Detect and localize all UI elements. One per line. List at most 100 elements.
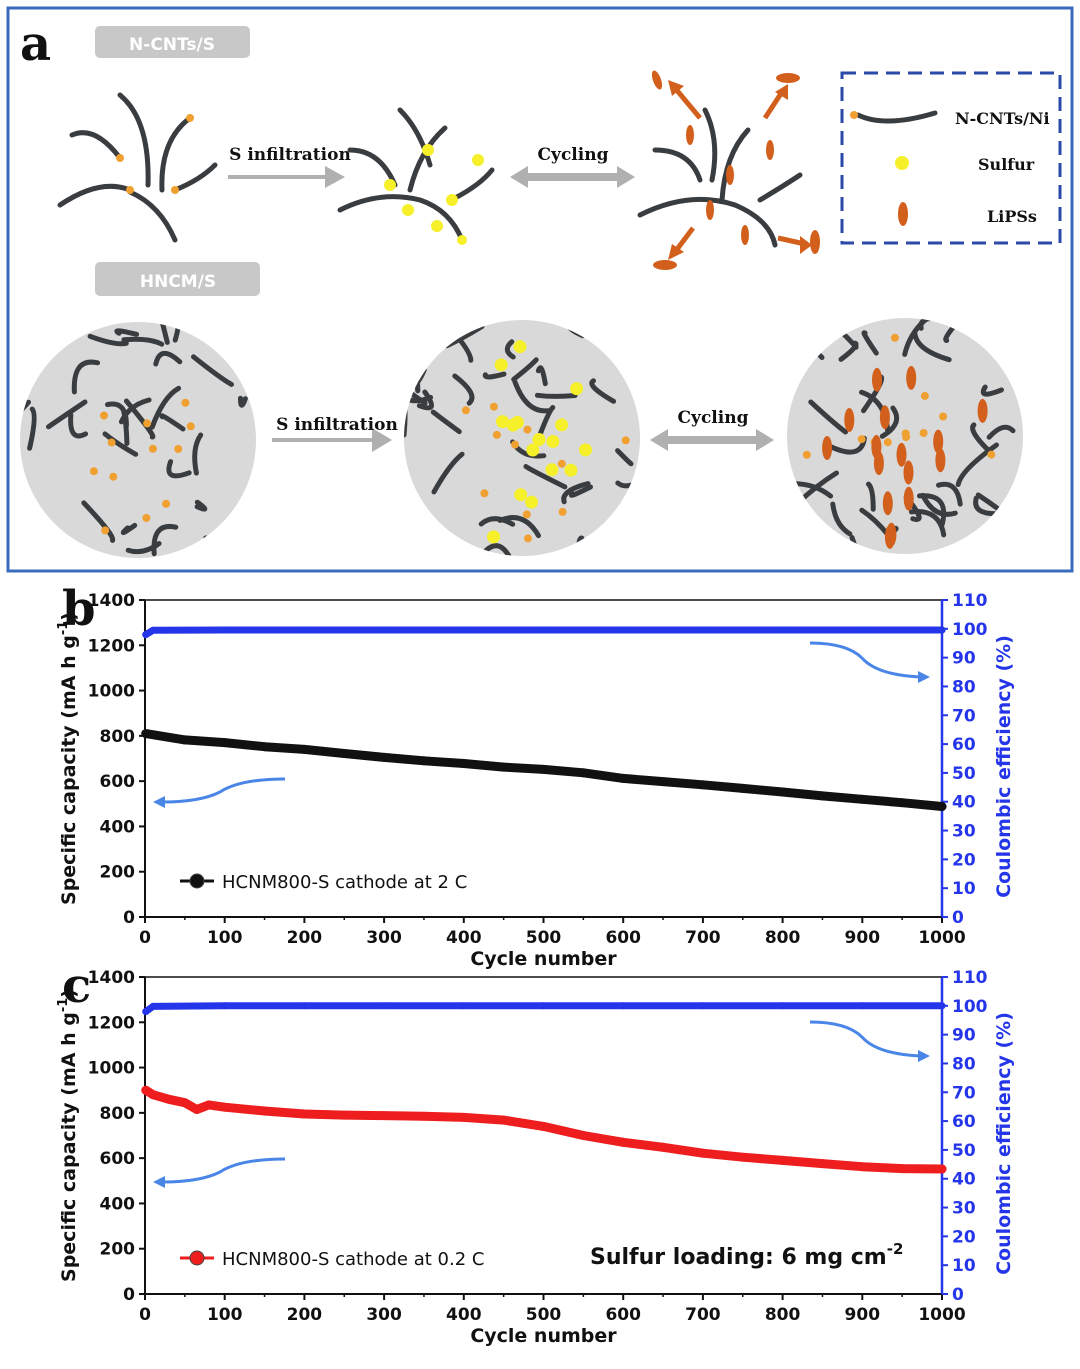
ni-tip-icon [101, 526, 110, 535]
lips-particles [822, 365, 988, 549]
chart-panel-c: c0 100 200 300 400 500 600 700 800 900 10000200400… [56, 958, 1015, 1347]
fiber-icon [404, 387, 434, 404]
x-tick-label: 700 [685, 1305, 721, 1325]
fiber-icon [238, 395, 248, 408]
lips-ellipse-icon [810, 230, 820, 254]
ni-tip-icon [524, 534, 532, 543]
x-tick-label: 900 [845, 1305, 881, 1325]
data-point [857, 794, 867, 804]
axis-pointer-arrows [162, 641, 921, 804]
x-tick-label: 1000 [918, 1305, 965, 1325]
data-point [141, 729, 151, 739]
y-tick-label: 400 [100, 817, 136, 837]
sulfur-dot-icon [895, 156, 909, 170]
x-tick-label: 400 [446, 1305, 482, 1325]
fiber-icon [589, 378, 617, 404]
sulfur-dot-icon [570, 382, 584, 396]
fiber-icon [166, 459, 192, 479]
data-point [738, 783, 748, 793]
data-point [339, 749, 349, 758]
sulfur-dot-icon [564, 463, 578, 477]
fiber-icon [702, 107, 718, 183]
ni-tip-icon [557, 459, 566, 468]
sulfur-particles [384, 144, 484, 245]
data-point [658, 777, 668, 787]
escape-arrow-icon [673, 86, 702, 120]
legend: HCNM800-S cathode at 0.2 C [180, 1249, 484, 1270]
fiber-icon [534, 392, 578, 399]
ni-tip-icon [171, 186, 179, 194]
data-point [221, 1002, 229, 1010]
fiber-icon [478, 516, 516, 527]
right-pointer-arrow-icon [809, 641, 921, 679]
lips-ellipse-icon [706, 200, 714, 220]
ni-tip-icon [162, 499, 171, 508]
y2-tick-label: 80 [952, 677, 976, 697]
y2-tick-label: 20 [952, 850, 976, 870]
data-point [658, 1142, 668, 1152]
data-point [618, 773, 628, 783]
data-point [857, 1162, 867, 1172]
fiber-icon [452, 167, 495, 201]
fiber-icon [57, 183, 133, 208]
panel-a-letter: a [20, 16, 51, 72]
sulfur-dot-icon [510, 415, 524, 429]
fiber-icon [511, 357, 539, 382]
y-tick-label: 200 [100, 1240, 136, 1260]
sulfur-dot-icon [546, 435, 560, 448]
fiber-icon [452, 373, 475, 406]
y2-tick-label: 90 [952, 649, 976, 669]
lips-ellipse-icon [884, 524, 895, 549]
lips-ellipse-icon [933, 429, 944, 454]
y2-tick-label: 40 [952, 1170, 976, 1190]
fiber-icon [414, 378, 421, 394]
sulfur-dot-icon [555, 418, 569, 432]
pointer-arrowheads [153, 671, 930, 808]
fiber-icon [855, 110, 938, 124]
legend-sulfur-label: Sulfur [978, 155, 1035, 174]
data-point [619, 626, 627, 634]
lips-ellipse-icon [896, 442, 907, 467]
data-point [858, 1002, 866, 1010]
lips-ellipse-icon [844, 408, 855, 432]
bare-fiber-bundle [57, 92, 218, 243]
panel-letter: c [62, 958, 91, 1014]
sulfur-particles [487, 340, 592, 544]
data-point [380, 1002, 388, 1010]
x-tick-label: 200 [287, 928, 323, 948]
ni-tip-icon [126, 186, 134, 194]
ni-tip-icon [89, 467, 98, 476]
fiber-icon [561, 481, 591, 505]
fiber-icon [866, 481, 876, 512]
y-tick-label: 1400 [88, 591, 135, 611]
fiber-icon [917, 493, 947, 527]
left-pointer-arrow-icon [162, 777, 286, 804]
ni-tips [89, 398, 195, 535]
fiber-icon [397, 107, 433, 168]
data-point [299, 1109, 309, 1119]
data-point [220, 738, 230, 748]
fiber-icon [191, 354, 234, 387]
x-tick-label: 500 [526, 928, 562, 948]
fiber-icon [347, 147, 398, 188]
ni-tips [802, 333, 996, 459]
y2-tick-label: 80 [952, 1054, 976, 1074]
y2-tick-label: 70 [952, 1083, 976, 1103]
fiber-icon [68, 412, 89, 439]
cycling-arrow-label: Cycling [678, 408, 749, 428]
fiber-icon [912, 330, 952, 363]
arrowhead-icon [918, 671, 930, 683]
legend-label: HCNM800-S cathode at 0.2 C [222, 1249, 484, 1270]
ni-tip-icon [143, 419, 152, 428]
ni-tip-icon [174, 445, 183, 453]
legend-fiber-label: N-CNTs/Ni [955, 109, 1050, 128]
data-point [379, 1111, 389, 1121]
data-point [149, 626, 157, 634]
y2-tick-label: 90 [952, 1026, 976, 1046]
right-pointer-arrow-icon [809, 1020, 921, 1058]
data-point [779, 626, 787, 634]
sulfur-dot-icon [513, 340, 527, 354]
hncm-spheres [20, 318, 1023, 558]
y2-tick-label: 60 [952, 735, 976, 755]
